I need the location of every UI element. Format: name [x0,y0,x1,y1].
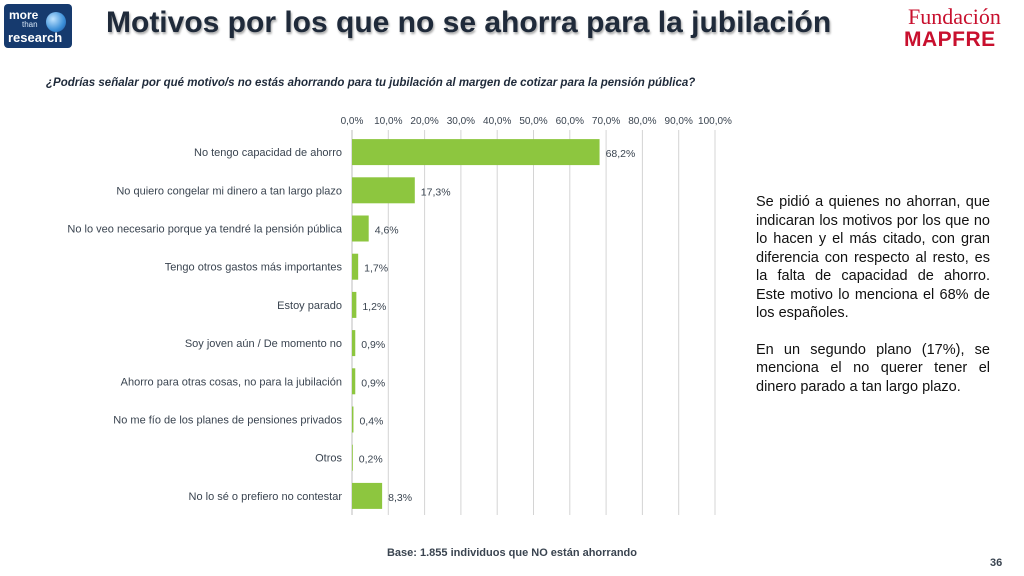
page-title: Motivos por los que no se ahorra para la… [106,6,832,39]
category-label: Tengo otros gastos más importantes [165,262,343,274]
x-tick-label: 50,0% [519,116,547,127]
category-label: No me fío de los planes de pensiones pri… [113,415,342,427]
bar [352,139,600,166]
category-label: No quiero congelar mi dinero a tan largo… [116,185,342,197]
logo-word-more: more [9,8,39,22]
base-note: Base: 1.855 individuos que NO están ahor… [386,547,637,559]
category-label: Estoy parado [277,300,342,312]
logo-word-mapfre: MAPFRE [904,28,996,51]
x-tick-label: 10,0% [374,116,402,127]
x-tick-label: 70,0% [592,116,620,127]
category-label: No lo veo necesario porque ya tendré la … [67,224,342,236]
x-tick-label: 0,0% [341,116,364,127]
category-label: No tengo capacidad de ahorro [194,147,342,159]
data-label: 17,3% [421,186,451,198]
page-number: 36 [990,557,1003,569]
x-tick-label: 80,0% [628,116,656,127]
category-label: Soy joven aún / De momento no [185,338,342,350]
description-paragraph-1: Se pidió a quienes no ahorran, que indic… [756,194,990,321]
bar [352,368,356,395]
x-tick-label: 60,0% [556,116,584,127]
x-tick-label: 90,0% [665,116,693,127]
data-label: 68,2% [606,148,636,160]
description-paragraph-2: En un segundo plano (17%), se menciona e… [756,341,990,395]
category-label: Otros [315,453,342,465]
data-label: 4,6% [375,225,399,237]
globe-icon [46,12,66,32]
logo-word-than: than [22,20,38,29]
data-label: 0,2% [359,454,383,466]
data-label: 8,3% [388,492,412,504]
logo-word-research: research [8,30,63,45]
x-tick-label: 20,0% [410,116,438,127]
bar [352,406,354,433]
category-label: Ahorro para otras cosas, no para la jubi… [121,376,342,388]
bar [352,330,356,357]
x-tick-label: 30,0% [447,116,475,127]
bar [352,291,357,318]
bar [352,444,353,471]
bar [352,482,383,509]
data-label: 1,7% [364,263,388,275]
bar-chart: 0,0% 10,0% 20,0% 30,0% 40,0% 50,0% 60,0% 70,0% 8… [67,116,732,515]
survey-question: ¿Podrías señalar por qué motivo/s no est… [46,77,696,89]
data-label: 0,9% [361,339,385,351]
more-than-research-logo: more than research [4,4,72,48]
fundacion-mapfre-logo: Fundación MAPFRE [904,4,1016,51]
x-tick-label: 100,0% [698,116,732,127]
category-label: No lo sé o prefiero no contestar [189,491,343,503]
x-tick-label: 40,0% [483,116,511,127]
data-label: 0,4% [359,416,383,428]
data-label: 0,9% [361,377,385,389]
data-label: 1,2% [362,301,386,313]
description-panel: Se pidió a quienes no ahorran, que indic… [756,193,990,414]
logo-word-fundacion: Fundación [908,4,1001,29]
bar [352,177,415,204]
bar [352,253,359,280]
bar [352,215,369,242]
